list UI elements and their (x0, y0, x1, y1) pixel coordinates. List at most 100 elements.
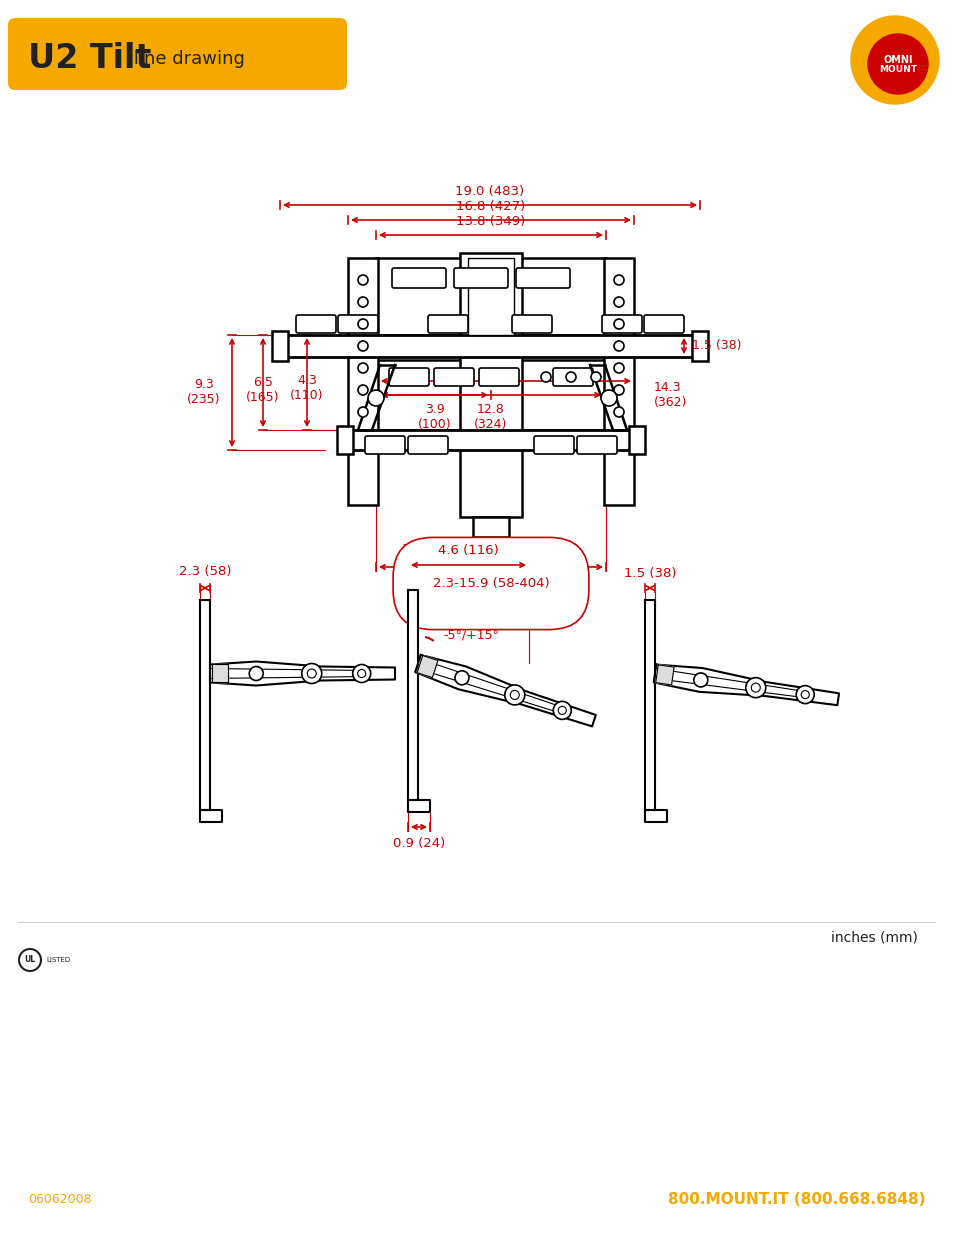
Circle shape (614, 341, 623, 351)
Bar (468, 258, 514, 335)
Bar (691, 331, 707, 361)
FancyBboxPatch shape (365, 436, 405, 454)
Polygon shape (653, 664, 838, 705)
Circle shape (614, 363, 623, 373)
FancyBboxPatch shape (643, 315, 683, 333)
Text: 16.8 (427): 16.8 (427) (456, 200, 525, 212)
Text: OMNI: OMNI (882, 56, 912, 65)
FancyBboxPatch shape (428, 315, 468, 333)
Text: 13.8 (349): 13.8 (349) (456, 215, 525, 228)
Circle shape (750, 683, 760, 692)
Polygon shape (416, 656, 437, 678)
Text: 06062008: 06062008 (28, 1193, 91, 1207)
Bar (375, 258, 605, 335)
Circle shape (553, 701, 571, 719)
Circle shape (558, 706, 566, 714)
Bar (628, 426, 644, 454)
Circle shape (455, 671, 469, 684)
Text: 4.6 (116): 4.6 (116) (437, 543, 498, 557)
Circle shape (614, 385, 623, 395)
Text: UL: UL (25, 956, 35, 965)
Circle shape (614, 275, 623, 285)
Circle shape (301, 663, 321, 683)
FancyBboxPatch shape (478, 368, 518, 387)
Circle shape (590, 372, 600, 382)
Circle shape (867, 35, 927, 94)
FancyBboxPatch shape (389, 368, 429, 387)
Text: U2 Tilt: U2 Tilt (28, 42, 152, 74)
FancyBboxPatch shape (392, 268, 446, 288)
FancyBboxPatch shape (434, 368, 474, 387)
FancyBboxPatch shape (516, 268, 569, 288)
Circle shape (796, 685, 813, 704)
Text: 1.3 (32): 1.3 (32) (401, 542, 451, 556)
Circle shape (565, 372, 576, 382)
FancyBboxPatch shape (454, 268, 507, 288)
Circle shape (368, 390, 384, 406)
Polygon shape (200, 600, 210, 810)
Text: LISTED: LISTED (46, 957, 71, 963)
Polygon shape (212, 664, 228, 683)
Circle shape (614, 296, 623, 308)
Circle shape (540, 372, 551, 382)
Bar (375, 359, 605, 430)
Bar (280, 335, 700, 357)
Text: 14.3
(362): 14.3 (362) (654, 382, 687, 409)
Circle shape (353, 664, 371, 683)
Circle shape (357, 341, 368, 351)
FancyBboxPatch shape (295, 315, 335, 333)
Bar (473, 517, 509, 537)
Text: line drawing: line drawing (128, 49, 245, 68)
Text: -5°/+15°: -5°/+15° (442, 629, 498, 642)
Text: 800.MOUNT.IT (800.668.6848): 800.MOUNT.IT (800.668.6848) (668, 1193, 925, 1208)
FancyBboxPatch shape (577, 436, 617, 454)
Circle shape (357, 275, 368, 285)
Circle shape (850, 16, 938, 104)
Text: MOUNT: MOUNT (878, 64, 916, 74)
Circle shape (745, 678, 765, 698)
Bar (603, 258, 634, 505)
Circle shape (357, 296, 368, 308)
FancyBboxPatch shape (337, 315, 377, 333)
Circle shape (504, 685, 524, 705)
Circle shape (19, 948, 41, 971)
Polygon shape (210, 662, 395, 685)
Text: 0.9 (24): 0.9 (24) (393, 837, 445, 850)
Circle shape (614, 319, 623, 329)
Polygon shape (644, 600, 655, 810)
Circle shape (249, 667, 263, 680)
Bar (336, 426, 353, 454)
Text: 19.0 (483): 19.0 (483) (455, 185, 524, 198)
FancyBboxPatch shape (408, 436, 448, 454)
Bar (459, 253, 521, 517)
Circle shape (600, 390, 617, 406)
FancyBboxPatch shape (601, 315, 641, 333)
Polygon shape (655, 664, 674, 685)
FancyBboxPatch shape (553, 368, 593, 387)
Circle shape (801, 690, 808, 699)
Circle shape (357, 319, 368, 329)
Circle shape (614, 408, 623, 417)
FancyBboxPatch shape (8, 19, 347, 90)
FancyBboxPatch shape (512, 315, 552, 333)
Circle shape (510, 690, 518, 699)
Circle shape (357, 408, 368, 417)
Polygon shape (200, 810, 222, 823)
Polygon shape (644, 810, 666, 823)
Text: 3.9
(100): 3.9 (100) (417, 403, 451, 431)
Text: inches (mm): inches (mm) (830, 931, 917, 945)
Polygon shape (408, 800, 430, 811)
Circle shape (357, 669, 365, 678)
Circle shape (693, 673, 707, 687)
Circle shape (357, 363, 368, 373)
Circle shape (357, 385, 368, 395)
Text: 6.5
(165): 6.5 (165) (246, 377, 279, 405)
Text: 9.3
(235): 9.3 (235) (187, 378, 220, 406)
Text: 1.5 (38): 1.5 (38) (691, 340, 740, 352)
Bar (345, 430, 637, 450)
FancyBboxPatch shape (534, 436, 574, 454)
Text: 4.3
(110): 4.3 (110) (290, 373, 323, 401)
Text: 1.5 (38): 1.5 (38) (623, 567, 676, 580)
Bar (348, 258, 377, 505)
Text: 2.3 (58): 2.3 (58) (178, 564, 231, 578)
